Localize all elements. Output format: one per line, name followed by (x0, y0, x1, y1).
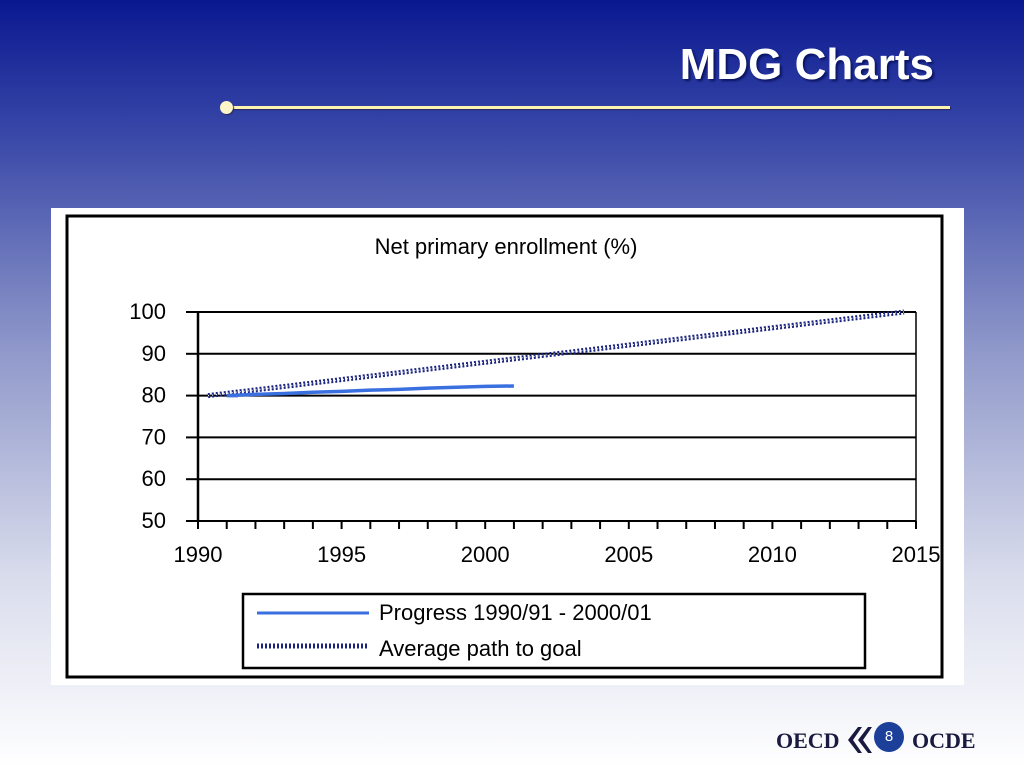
x-tick-label-2010: 2010 (748, 542, 797, 567)
series-layer (207, 309, 905, 399)
x-tick-label-2000: 2000 (461, 542, 510, 567)
logo-text-ocde: OCDE (912, 728, 976, 753)
x-tick-label-2015: 2015 (892, 542, 941, 567)
y-tick-label-80: 80 (142, 383, 166, 408)
legend-label-progress: Progress 1990/91 - 2000/01 (379, 600, 652, 625)
series-goal-line-highlight (207, 311, 905, 397)
gridlines (198, 311, 916, 481)
title-underline (226, 106, 950, 109)
y-tick-label-90: 90 (142, 341, 166, 366)
legend-label-goal: Average path to goal (379, 636, 582, 661)
chart-svg: Net primary enrollment (%) 100 90 80 70 60 50… (65, 214, 944, 679)
chart-border (65, 214, 944, 679)
x-tick-label-1995: 1995 (317, 542, 366, 567)
legend-box (241, 592, 867, 670)
series-progress-line (226, 384, 514, 398)
x-tick-label-2005: 2005 (604, 542, 653, 567)
chart-title: Net primary enrollment (%) (375, 234, 638, 259)
y-tick-label-70: 70 (142, 424, 166, 449)
chart-panel: Net primary enrollment (%) 100 90 80 70 60 50… (51, 208, 964, 685)
legend: Progress 1990/91 - 2000/01 Average path … (241, 592, 867, 670)
oecd-chevron-icon (848, 727, 872, 753)
slide-title: MDG Charts (679, 40, 934, 89)
y-tick-label-50: 50 (142, 508, 166, 533)
logo-text-oecd: OECD (776, 728, 840, 753)
title-underline-dot (220, 101, 233, 114)
axes: 100 90 80 70 60 50 1990 1995 2000 2005 2010 2015 (129, 299, 940, 567)
oecd-logo: OECD 8 OCDE (776, 722, 986, 756)
y-tick-label-100: 100 (129, 299, 166, 324)
y-tick-label-60: 60 (142, 466, 166, 491)
page-number-badge: 8 (874, 722, 904, 752)
x-tick-label-1990: 1990 (174, 542, 223, 567)
